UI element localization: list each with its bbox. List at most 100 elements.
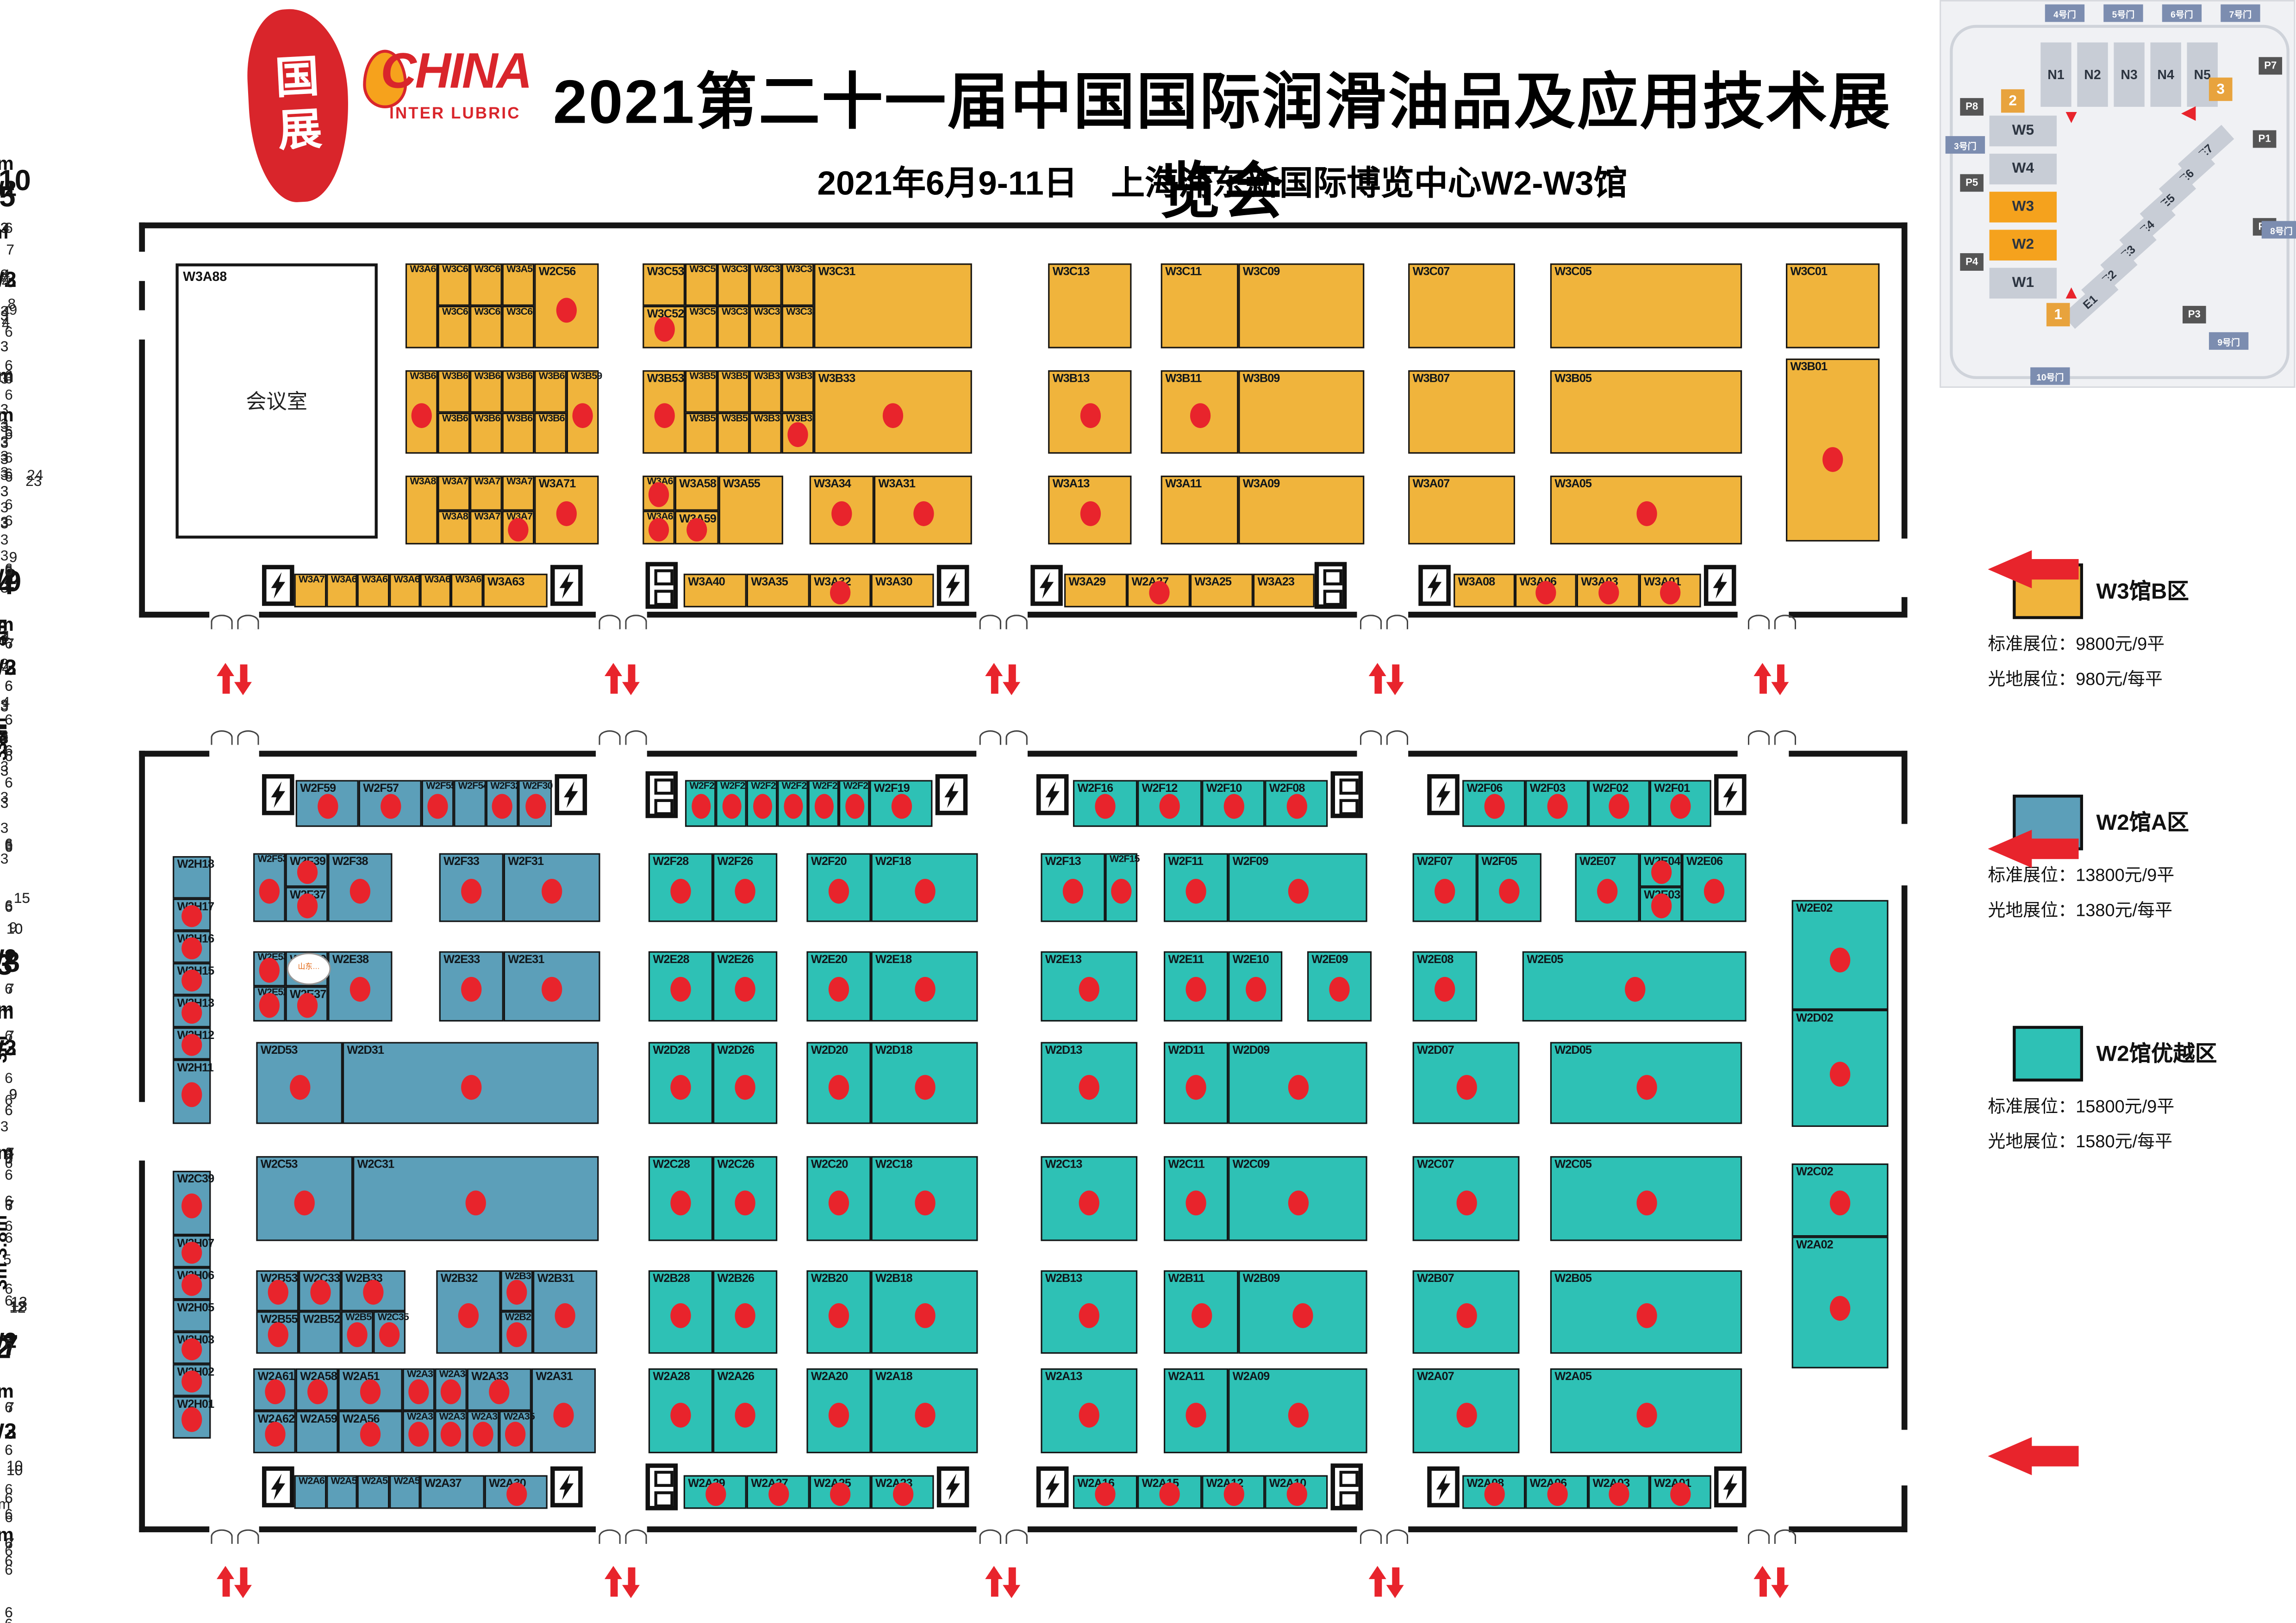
booth-W3A32[interactable]: W3A32 bbox=[809, 573, 871, 608]
booth-W2D11[interactable]: W2D11 bbox=[1164, 1042, 1229, 1124]
booth-W3A70[interactable]: W3A70 bbox=[294, 573, 330, 608]
booth-W2C28[interactable]: W2C28 bbox=[648, 1156, 713, 1241]
booth-W2F54[interactable]: W2F54 bbox=[454, 780, 488, 827]
booth-W3B37[interactable]: W3B37 bbox=[749, 412, 785, 454]
booth-W2H03[interactable]: W2H03 bbox=[173, 1331, 214, 1364]
booth-W3A31[interactable]: W3A31 bbox=[873, 475, 972, 545]
booth-W2F03[interactable]: W2F03 bbox=[1525, 780, 1589, 827]
booth-W3A63[interactable]: W3A63 bbox=[483, 573, 548, 608]
booth-W3C65[interactable]: W3C65 bbox=[437, 305, 474, 348]
booth-W3A13[interactable]: W3A13 bbox=[1048, 475, 1132, 545]
booth-W2C53[interactable]: W2C53 bbox=[256, 1156, 353, 1241]
booth-W2F28[interactable]: W2F28 bbox=[648, 853, 713, 922]
booth-W2A56[interactable]: W2A56 bbox=[338, 1411, 403, 1454]
booth-W2E26[interactable]: W2E26 bbox=[713, 951, 778, 1022]
booth-W2A33[interactable]: W2A33 bbox=[467, 1368, 531, 1411]
booth-W3B36[interactable]: W3B36 bbox=[781, 412, 817, 454]
booth-W2F18[interactable]: W2F18 bbox=[871, 853, 978, 922]
booth-W2F05[interactable]: W2F05 bbox=[1477, 853, 1541, 922]
booth-W2H11[interactable]: W2H11 bbox=[173, 1059, 214, 1124]
booth-W3B59[interactable]: W3B59 bbox=[566, 370, 602, 454]
booth-W3A62[interactable]: W3A62 bbox=[643, 510, 679, 545]
booth-W3C50[interactable]: W3C50 bbox=[685, 305, 721, 348]
booth-W2F39[interactable]: W2F39 bbox=[285, 853, 328, 887]
booth-W2A50[interactable]: W2A50 bbox=[389, 1475, 425, 1509]
booth-W2B18[interactable]: W2B18 bbox=[871, 1270, 978, 1354]
booth-W3A35[interactable]: W3A35 bbox=[746, 573, 810, 608]
booth-W3A11[interactable]: W3A11 bbox=[1160, 475, 1239, 545]
booth-W3C11[interactable]: W3C11 bbox=[1160, 263, 1239, 348]
booth-W3C09[interactable]: W3C09 bbox=[1238, 263, 1365, 348]
booth-W2C39[interactable]: W2C39 bbox=[173, 1170, 214, 1235]
booth-W2A25[interactable]: W2A25 bbox=[809, 1475, 871, 1509]
booth-W3A07[interactable]: W3A07 bbox=[1408, 475, 1515, 545]
booth-W3B63[interactable]: W3B63 bbox=[502, 412, 538, 454]
booth-W3C63[interactable]: W3C63 bbox=[437, 263, 474, 306]
booth-W2A38[interactable]: W2A38 bbox=[402, 1411, 438, 1454]
booth-W2A61[interactable]: W2A61 bbox=[253, 1368, 296, 1411]
booth-W3A08[interactable]: W3A08 bbox=[1454, 573, 1515, 608]
booth-W2F57[interactable]: W2F57 bbox=[358, 780, 422, 827]
booth-W2A34[interactable]: W2A34 bbox=[435, 1368, 471, 1411]
booth-W2E38[interactable]: W2E38 bbox=[328, 951, 393, 1022]
booth-W2E18[interactable]: W2E18 bbox=[871, 951, 978, 1022]
booth-W3B11[interactable]: W3B11 bbox=[1160, 370, 1239, 454]
booth-W3A23[interactable]: W3A23 bbox=[1253, 573, 1315, 608]
booth-W3B56[interactable]: W3B56 bbox=[685, 412, 721, 454]
booth-W2B32[interactable]: W2B32 bbox=[436, 1270, 501, 1354]
booth-W2A27[interactable]: W2A27 bbox=[1127, 573, 1190, 608]
booth-W2H18[interactable]: W2H18 bbox=[173, 856, 214, 899]
booth-W2D31[interactable]: W2D31 bbox=[342, 1042, 599, 1124]
booth-W3A71[interactable]: W3A71 bbox=[534, 475, 599, 545]
booth-W3B50[interactable]: W3B50 bbox=[717, 370, 753, 413]
booth-W3A34[interactable]: W3A34 bbox=[809, 475, 874, 545]
booth-W2C02[interactable]: W2C02 bbox=[1791, 1163, 1889, 1237]
booth-W3B09[interactable]: W3B09 bbox=[1238, 370, 1365, 454]
booth-W2F59[interactable]: W2F59 bbox=[295, 780, 359, 827]
booth-W2D28[interactable]: W2D28 bbox=[648, 1042, 713, 1124]
booth-W3A68[interactable]: W3A68 bbox=[357, 573, 393, 608]
booth-W3B64[interactable]: W3B64 bbox=[470, 370, 505, 413]
booth-W2A30[interactable]: W2A30 bbox=[484, 1475, 548, 1509]
booth-W2E37[interactable]: W2E37 bbox=[285, 986, 328, 1022]
booth-W2A53[interactable]: W2A53 bbox=[357, 1475, 393, 1509]
booth-W3C60[interactable]: W3C60 bbox=[502, 305, 538, 348]
booth-W2C31[interactable]: W2C31 bbox=[353, 1156, 599, 1241]
booth-W3A66[interactable]: W3A66 bbox=[405, 263, 441, 348]
booth-W3B05[interactable]: W3B05 bbox=[1550, 370, 1742, 454]
booth-W2A59[interactable]: W2A59 bbox=[295, 1411, 338, 1454]
booth-W3B66[interactable]: W3B66 bbox=[437, 370, 474, 413]
booth-W3B01[interactable]: W3B01 bbox=[1786, 358, 1880, 542]
booth-W2F38[interactable]: W2F38 bbox=[328, 853, 393, 922]
booth-W3A78[interactable]: W3A78 bbox=[470, 510, 505, 545]
booth-W3A67[interactable]: W3A67 bbox=[389, 573, 425, 608]
booth-W2A05[interactable]: W2A05 bbox=[1550, 1368, 1742, 1454]
booth-W2E07[interactable]: W2E07 bbox=[1575, 853, 1640, 922]
booth-W3A59[interactable]: W3A59 bbox=[502, 263, 538, 306]
booth-W2C35[interactable]: W2C35 bbox=[373, 1311, 409, 1354]
booth-W3A01[interactable]: W3A01 bbox=[1639, 573, 1701, 608]
booth-W2F13[interactable]: W2F13 bbox=[1041, 853, 1105, 922]
booth-W2A02[interactable]: W2A02 bbox=[1791, 1237, 1889, 1368]
booth-W3C39[interactable]: W3C39 bbox=[717, 263, 753, 306]
booth-W2A29[interactable]: W2A29 bbox=[683, 1475, 747, 1509]
booth-W3C36[interactable]: W3C36 bbox=[749, 305, 785, 348]
booth-W3A80[interactable]: W3A80 bbox=[437, 510, 474, 545]
booth-W2C07[interactable]: W2C07 bbox=[1412, 1156, 1520, 1241]
booth-W3C07[interactable]: W3C07 bbox=[1408, 263, 1515, 348]
booth-W3B60[interactable]: W3B60 bbox=[534, 370, 570, 413]
booth-W2F06[interactable]: W2F06 bbox=[1462, 780, 1526, 827]
booth-W2E33[interactable]: W2E33 bbox=[439, 951, 504, 1022]
booth-W2F26[interactable]: W2F26 bbox=[713, 853, 778, 922]
booth-W2F01[interactable]: W2F01 bbox=[1649, 780, 1711, 827]
booth-W3A09[interactable]: W3A09 bbox=[1238, 475, 1365, 545]
booth-W2H16[interactable]: W2H16 bbox=[173, 931, 214, 963]
booth-W2F20[interactable]: W2F20 bbox=[806, 853, 871, 922]
booth-W2H05[interactable]: W2H05 bbox=[173, 1300, 214, 1332]
booth-W3C52[interactable]: W3C52 bbox=[643, 305, 685, 348]
booth-W2E08[interactable]: W2E08 bbox=[1412, 951, 1477, 1022]
booth-W2B09[interactable]: W2B09 bbox=[1238, 1270, 1367, 1354]
booth-W2D05[interactable]: W2D05 bbox=[1550, 1042, 1742, 1124]
booth-W3B68[interactable]: W3B68 bbox=[405, 370, 441, 454]
booth-W2B13[interactable]: W2B13 bbox=[1041, 1270, 1138, 1354]
